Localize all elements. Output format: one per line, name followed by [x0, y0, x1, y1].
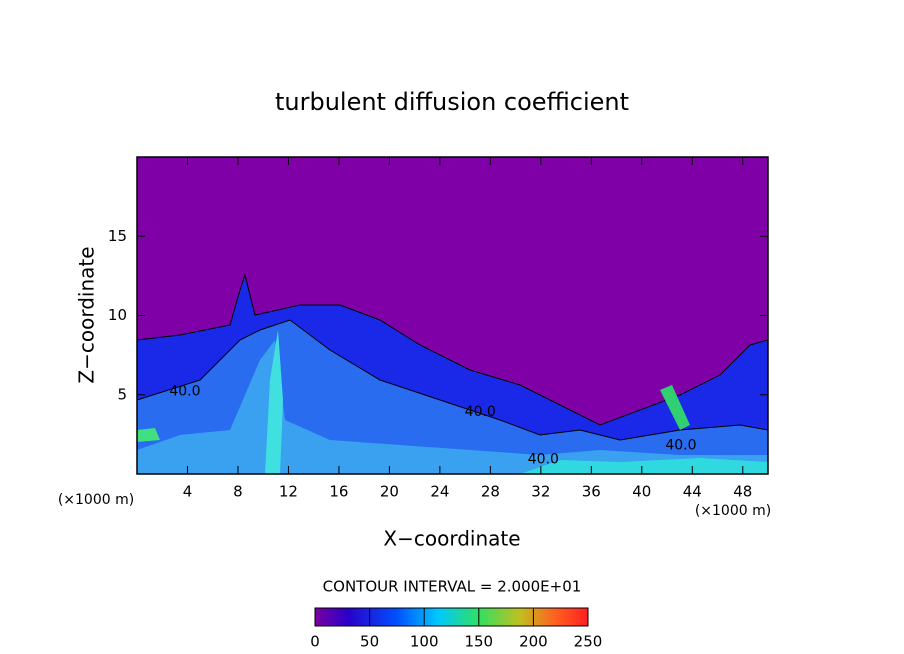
colorbar-tick-label: 50: [360, 633, 379, 651]
x-tick-label: 24: [430, 483, 449, 501]
colorbar: [314, 607, 589, 627]
x-axis-label: X−coordinate: [383, 527, 520, 551]
chart-title: turbulent diffusion coefficient: [275, 88, 629, 116]
field-region: [265, 330, 283, 474]
y-tick-label: 10: [108, 306, 127, 324]
field-region: [660, 385, 690, 430]
x-tick-label: 32: [531, 483, 550, 501]
x-tick-label: 36: [582, 483, 601, 501]
y-axis-label: Z−coordinate: [75, 246, 99, 383]
field-region: [137, 340, 768, 474]
x-unit-label: (×1000 m): [695, 503, 771, 519]
x-tick-label: 8: [233, 483, 243, 501]
x-tick-label: 4: [183, 483, 193, 501]
contour-label: 40.0: [169, 384, 200, 400]
x-unit-label: (×1000 m): [58, 492, 134, 508]
contour-label: 40.0: [528, 452, 559, 468]
colorbar-tick-label: 250: [574, 633, 603, 651]
x-tick-label: 44: [683, 483, 702, 501]
field-region: [520, 458, 768, 474]
y-tick-label: 15: [108, 227, 127, 245]
colorbar-tick-label: 100: [410, 633, 439, 651]
y-tick-label: 5: [117, 385, 127, 403]
x-tick-label: 20: [380, 483, 399, 501]
x-tick-label: 40: [632, 483, 651, 501]
contour-label: 40.0: [665, 437, 696, 453]
contour-label: 40.0: [465, 404, 496, 420]
contour-interval: CONTOUR INTERVAL = 2.000E+01: [323, 578, 582, 596]
colorbar-tick-label: 0: [310, 633, 320, 651]
x-tick-label: 16: [329, 483, 348, 501]
field: [137, 157, 768, 474]
colorbar-tick-label: 200: [519, 633, 548, 651]
x-tick-label: 12: [279, 483, 298, 501]
x-tick-label: 48: [733, 483, 752, 501]
x-tick-label: 28: [481, 483, 500, 501]
colorbar-tick-label: 150: [464, 633, 493, 651]
field-region: [137, 428, 160, 442]
